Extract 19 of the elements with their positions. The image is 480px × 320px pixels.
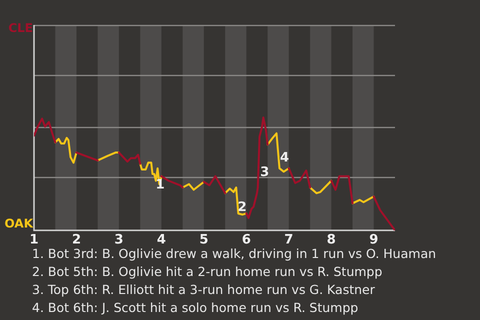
x-tick-label: 4 [156,232,166,248]
x-tick-label: 3 [114,232,124,248]
text: 3. Top 6th: R. Elliott hit a 3-run home run vs G. Kastner [32,281,376,299]
text: 1. Bot 3rd: B. Oglivie drew a walk, driving in 1 run vs O. Huaman [32,245,436,263]
text: 2. Bot 5th: B. Oglivie hit a 2-run home run vs R. Stumpp [32,263,384,281]
annotation: 2 [238,200,247,216]
annotation: 3 [260,165,270,180]
text: 4. Bot 6th: J. Scott hit a solo home run vs R. Stumpp [32,299,360,317]
x-tick-label: 1 [29,232,39,248]
x-tick-label: 5 [199,232,208,248]
x-tick-label: 6 [242,232,251,248]
x-tick-label: 7 [284,232,294,248]
annotation: 4 [280,150,290,166]
x-tick-label: 2 [72,232,81,248]
text: CLE [8,21,33,36]
text: OAK [4,216,34,231]
x-tick-label: 8 [326,232,336,248]
annotation: 1 [156,178,165,193]
x-tick-label: 9 [369,232,378,248]
